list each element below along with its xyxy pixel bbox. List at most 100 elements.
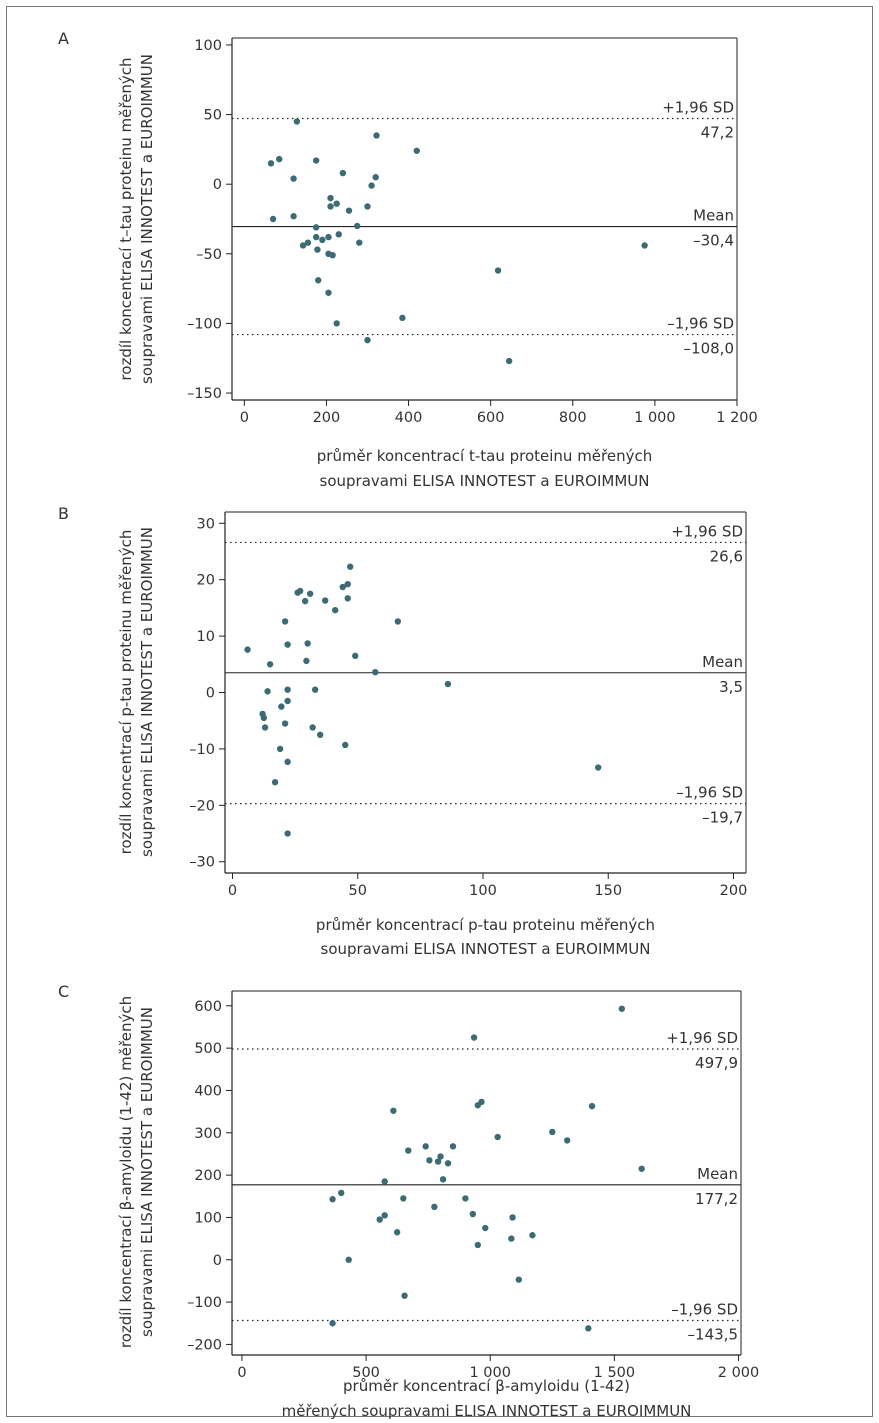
data-point	[315, 277, 322, 284]
data-point	[296, 587, 304, 595]
data-point	[312, 157, 320, 164]
y-axis-label: rozdíl koncentrací β-amyloidu (1-42) měř…	[117, 996, 135, 1348]
y-axis-label: soupravami ELISA INNOTEST a EUROIMMUN	[138, 1007, 156, 1337]
data-point	[344, 595, 351, 602]
data-point	[284, 758, 291, 766]
data-point	[333, 200, 340, 207]
data-point	[494, 267, 502, 274]
data-point	[549, 1128, 556, 1136]
y-tick-label: 0	[213, 177, 222, 193]
x-tick-label: 400	[395, 410, 423, 426]
y-tick-label: 50	[204, 108, 222, 124]
ref-line-value: –30,4	[693, 232, 734, 250]
ref-line-value: –19,7	[702, 809, 743, 827]
data-point	[505, 357, 513, 365]
data-point	[327, 194, 334, 202]
data-point	[449, 1143, 457, 1150]
y-tick-label: 500	[194, 1041, 222, 1057]
data-point	[431, 1203, 438, 1211]
data-point	[244, 646, 251, 653]
data-point	[325, 233, 332, 241]
data-point	[332, 606, 339, 614]
y-axis-label: soupravami ELISA INNOTEST a EUROIMMUN	[138, 527, 156, 857]
data-point	[260, 714, 268, 722]
data-point	[352, 652, 359, 660]
x-tick-label: 1 200	[716, 410, 758, 426]
ref-line-name: –1,96 SD	[671, 1301, 738, 1319]
panel-letter: A	[58, 29, 69, 48]
y-tick-label: –100	[187, 1295, 222, 1311]
data-point	[641, 242, 648, 249]
data-point	[470, 1034, 478, 1041]
x-axis-label: měřených soupravami ELISA INNOTEST a EUR…	[282, 1402, 692, 1420]
ref-line-name: +1,96 SD	[662, 98, 734, 116]
data-point	[405, 1147, 412, 1154]
data-point	[299, 242, 307, 249]
x-tick-label: 500	[352, 1365, 380, 1381]
y-axis-label: rozdíl koncentrací t–tau proteinu měřený…	[117, 57, 135, 380]
ref-line-name: –1,96 SD	[676, 784, 743, 802]
ref-line-value: –143,5	[688, 1326, 738, 1344]
data-point	[401, 1292, 408, 1299]
data-point	[284, 830, 291, 837]
data-point	[290, 213, 297, 220]
data-point	[494, 1133, 501, 1141]
x-tick-label: 1 000	[634, 410, 676, 426]
data-point	[364, 203, 371, 210]
data-point	[444, 1160, 452, 1167]
data-point	[325, 289, 332, 296]
x-tick-label: 2 000	[718, 1365, 760, 1381]
ref-line-name: +1,96 SD	[671, 522, 743, 540]
data-point	[364, 336, 371, 344]
data-point	[284, 697, 291, 705]
data-point	[304, 239, 312, 246]
data-point	[269, 215, 277, 223]
data-point	[595, 764, 602, 771]
data-point	[281, 720, 289, 727]
y-tick-label: 300	[194, 1126, 222, 1142]
y-axis-label: rozdíl koncentrací p-tau proteinu měřený…	[117, 530, 135, 855]
x-tick-label: 600	[477, 410, 505, 426]
data-point	[372, 174, 379, 181]
data-point	[301, 597, 309, 605]
data-point	[478, 1098, 485, 1106]
data-point	[290, 175, 297, 182]
data-point	[314, 246, 321, 253]
y-tick-label: –20	[189, 798, 215, 814]
data-point	[585, 1325, 592, 1332]
ref-line-value: 497,9	[695, 1054, 738, 1072]
x-tick-label: 200	[720, 883, 748, 899]
ref-line-value: 177,2	[695, 1190, 738, 1208]
y-tick-label: 0	[213, 1253, 222, 1269]
data-point	[284, 686, 291, 693]
data-point	[344, 581, 351, 588]
y-tick-label: –100	[187, 316, 222, 332]
data-point	[347, 563, 354, 570]
data-point	[354, 222, 361, 230]
x-tick-label: 0	[237, 1365, 246, 1381]
data-point	[278, 703, 285, 710]
y-tick-label: 400	[194, 1083, 222, 1099]
data-point	[309, 724, 316, 731]
ref-line-value: 26,6	[710, 547, 743, 565]
data-point	[321, 597, 329, 604]
data-point	[400, 1195, 407, 1202]
data-point	[312, 233, 320, 241]
data-point	[422, 1143, 429, 1150]
x-axis-label: průměr koncentrací t-tau proteinu měřený…	[317, 447, 653, 465]
data-point	[333, 320, 340, 327]
data-point	[376, 1216, 383, 1223]
data-point	[444, 680, 452, 688]
y-tick-label: 200	[194, 1168, 222, 1184]
data-point	[439, 1176, 447, 1183]
data-point	[482, 1224, 489, 1232]
y-tick-label: –150	[187, 386, 222, 402]
data-point	[588, 1102, 596, 1110]
data-point	[261, 724, 269, 731]
ref-line-value: 3,5	[719, 678, 743, 696]
data-point	[281, 618, 289, 625]
y-tick-label: 100	[194, 38, 222, 54]
data-point	[529, 1232, 536, 1239]
